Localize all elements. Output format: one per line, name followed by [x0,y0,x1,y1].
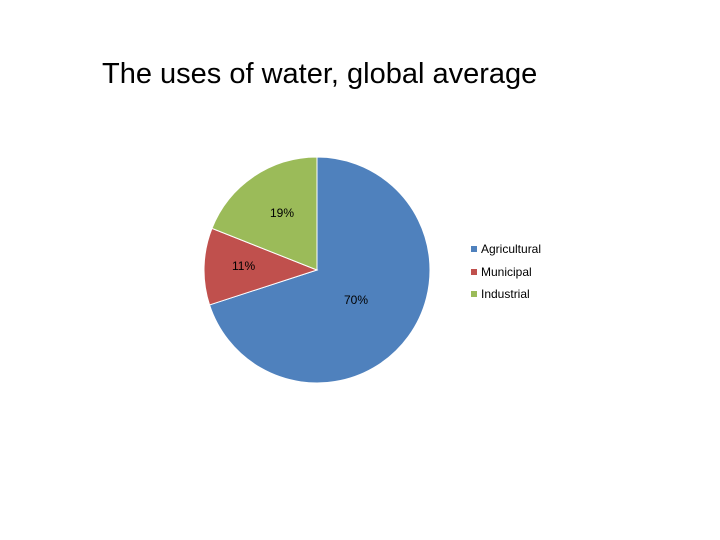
data-label-municipal: 11% [232,259,256,273]
legend-swatch-industrial [471,291,477,298]
legend-label-agricultural: Agricultural [481,242,542,257]
pie-slice-agricultural [208,156,431,384]
legend-label-industrial: Industrial [481,287,530,302]
data-label-agricultural: 70% [344,293,369,307]
legend-label-municipal: Municipal [481,264,532,279]
chart-legend: Agricultural Municipal Industrial [471,238,541,306]
chart-title: The uses of water, global average [102,58,538,90]
legend-item-agricultural: Agricultural [471,238,541,261]
legend-item-industrial: Industrial [471,283,541,306]
legend-swatch-agricultural [471,246,477,253]
legend-swatch-municipal [471,268,477,275]
pie-slices [203,156,431,384]
pie-slice-industrial [211,156,318,271]
pie-slice-municipal [203,227,319,306]
legend-item-municipal: Municipal [471,261,541,284]
data-label-industrial: 19% [270,206,295,220]
